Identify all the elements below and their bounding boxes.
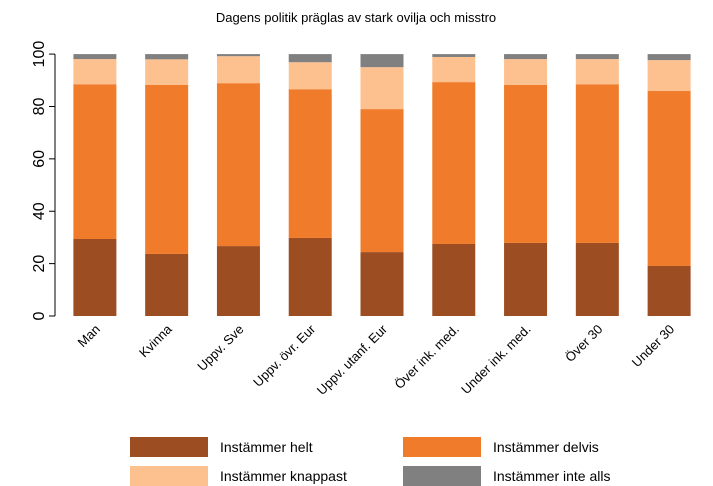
x-tick-label: Man xyxy=(75,322,103,350)
bar-segment xyxy=(360,252,404,316)
bar-segment xyxy=(360,109,404,253)
bar-segment xyxy=(145,85,189,254)
y-tick-label: 100 xyxy=(31,41,48,68)
bar-segment xyxy=(432,54,476,57)
bar-segment xyxy=(575,84,619,243)
bar-segment xyxy=(73,239,117,316)
bar-segment xyxy=(73,54,117,60)
bar-segment xyxy=(504,59,548,85)
bar-segment xyxy=(216,56,260,84)
legend-swatch xyxy=(130,466,208,486)
bar-segment xyxy=(575,59,619,85)
bar-segment xyxy=(647,60,691,92)
bar-segment xyxy=(432,56,476,83)
bar-segment xyxy=(360,67,404,110)
x-tick-label: Under ink. med. xyxy=(458,322,533,397)
x-tick-label: Uppv. övr. Eur xyxy=(250,321,319,390)
legend-swatch xyxy=(403,466,481,486)
bar-segment xyxy=(504,54,548,60)
bar-segment xyxy=(432,243,476,316)
bar-segment xyxy=(288,237,332,316)
bar-segment xyxy=(73,59,117,85)
x-tick-label: Kvinna xyxy=(136,321,175,360)
bar-segment xyxy=(504,242,548,316)
x-tick-label: Under 30 xyxy=(629,322,677,370)
x-tick-label: Uppv. Sve xyxy=(194,322,246,374)
bar-segment xyxy=(216,54,260,57)
legend-swatch xyxy=(403,437,481,457)
bar-segment xyxy=(432,82,476,244)
bar-segment xyxy=(647,265,691,316)
y-tick-label: 80 xyxy=(31,97,48,115)
bar-segment xyxy=(647,54,691,61)
bar-segment xyxy=(145,54,189,60)
bar-segment xyxy=(216,83,260,247)
bar-segment xyxy=(360,54,404,68)
bar-segment xyxy=(504,85,548,243)
y-tick-label: 20 xyxy=(31,255,48,273)
bar-segment xyxy=(73,84,117,239)
legend-label: Instämmer delvis xyxy=(493,439,599,455)
bar-segment xyxy=(647,91,691,266)
bar-segment xyxy=(145,59,189,85)
bar-segment xyxy=(288,54,332,63)
legend-label: Instämmer inte alls xyxy=(493,468,610,484)
legend-swatch xyxy=(130,437,208,457)
bar-segment xyxy=(575,54,619,60)
x-tick-label: Över ink. med. xyxy=(392,322,462,392)
y-tick-label: 40 xyxy=(31,202,48,220)
x-tick-label: Uppv. utanf. Eur xyxy=(314,321,391,398)
bar-segment xyxy=(288,89,332,238)
bar-segment xyxy=(575,242,619,316)
y-tick-label: 0 xyxy=(31,311,48,320)
legend-label: Instämmer knappast xyxy=(220,468,347,484)
bar-segment xyxy=(288,62,332,90)
chart-title: Dagens politik präglas av stark ovilja o… xyxy=(216,10,496,25)
bar-segment xyxy=(145,253,189,316)
x-tick-label: Över 30 xyxy=(562,322,605,365)
y-tick-label: 60 xyxy=(31,150,48,168)
bar-segment xyxy=(216,246,260,316)
legend-label: Instämmer helt xyxy=(220,439,313,455)
